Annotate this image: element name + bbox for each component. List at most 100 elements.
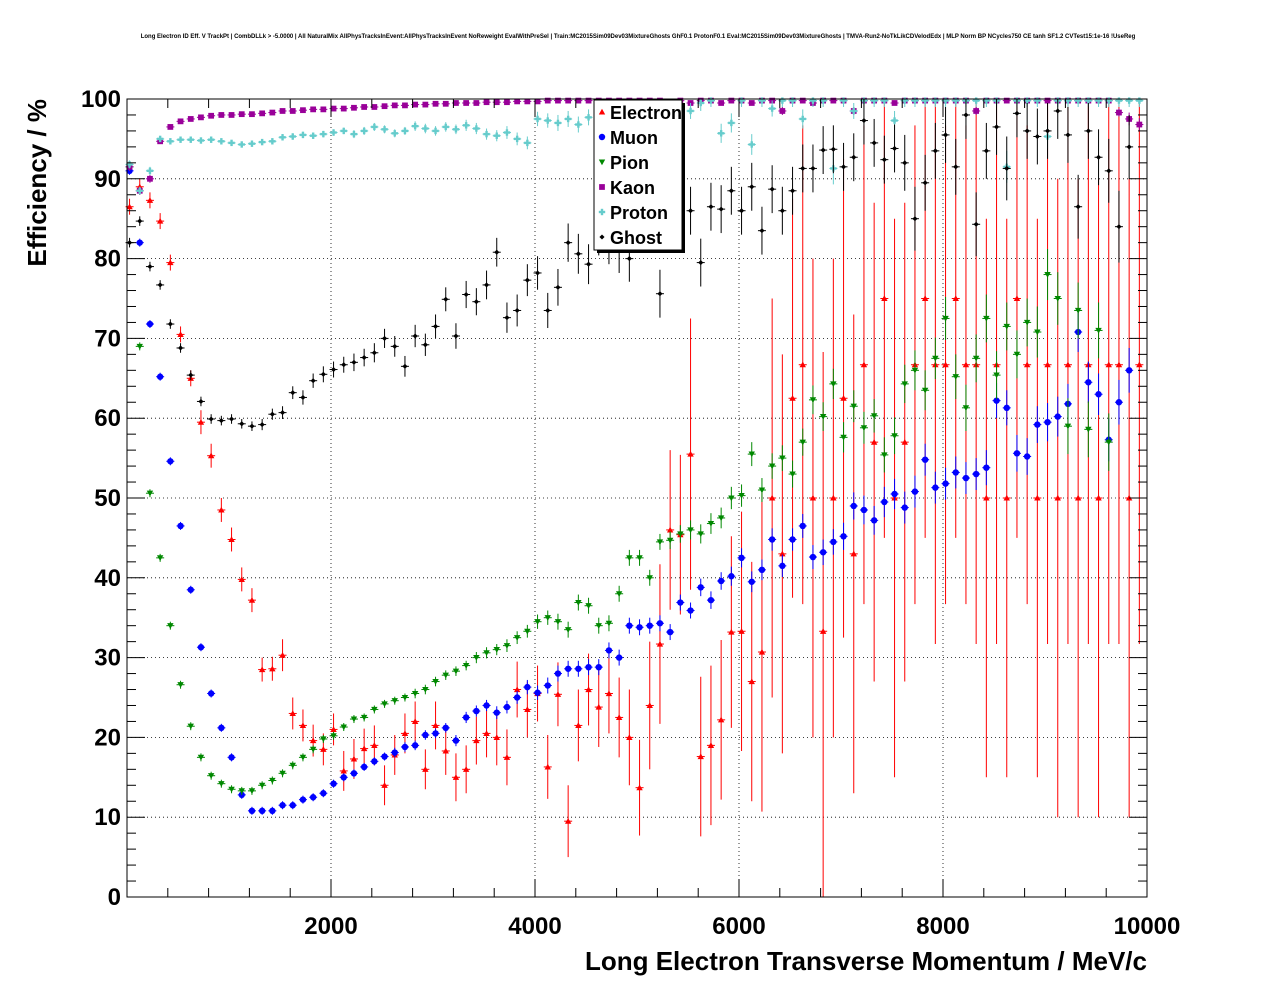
marker — [146, 320, 154, 328]
data-point — [992, 351, 1001, 400]
data-point — [431, 126, 440, 136]
data-point — [747, 561, 756, 802]
marker — [493, 709, 500, 716]
marker — [799, 361, 806, 368]
marker — [709, 97, 713, 104]
marker — [208, 112, 215, 119]
data-point — [890, 417, 899, 455]
marker — [352, 130, 356, 138]
data-point — [900, 134, 909, 191]
marker — [687, 607, 694, 614]
marker — [860, 425, 868, 431]
marker — [475, 125, 478, 132]
marker — [1085, 426, 1092, 433]
data-point — [574, 594, 583, 611]
marker — [707, 596, 715, 604]
marker — [1025, 97, 1029, 104]
data-point — [890, 124, 899, 173]
marker — [412, 101, 419, 108]
marker — [289, 802, 296, 809]
chart-title: Long Electron ID Eff. V TrackPt | CombDL… — [140, 34, 1136, 40]
data-point — [513, 132, 522, 146]
marker — [230, 139, 233, 147]
data-point — [931, 97, 940, 107]
data-point — [553, 613, 562, 630]
marker — [189, 136, 192, 143]
data-point — [1012, 434, 1021, 472]
data-point — [921, 370, 930, 411]
marker — [1003, 404, 1010, 412]
y-tick-label: 10 — [94, 804, 121, 831]
data-point — [1012, 330, 1021, 379]
data-point — [839, 97, 848, 107]
marker — [646, 702, 653, 709]
data-point — [1125, 97, 1134, 107]
marker — [158, 135, 162, 143]
marker — [1116, 109, 1122, 116]
data-point — [309, 793, 318, 802]
data-point — [298, 131, 307, 139]
marker — [1106, 168, 1112, 174]
marker — [1055, 108, 1061, 114]
y-tick-label: 80 — [94, 246, 121, 273]
marker — [800, 165, 806, 171]
data-point — [329, 731, 338, 740]
marker — [738, 208, 745, 214]
data-point — [727, 166, 736, 215]
data-point — [319, 735, 328, 743]
marker — [728, 97, 735, 104]
marker — [1003, 494, 1010, 501]
marker — [309, 794, 317, 801]
marker — [626, 622, 633, 629]
data-point — [747, 442, 756, 467]
data-point — [839, 522, 848, 550]
marker — [575, 251, 581, 257]
marker — [207, 773, 215, 779]
data-point — [717, 572, 726, 590]
marker — [954, 97, 957, 104]
marker — [769, 186, 775, 192]
data-point — [441, 727, 450, 775]
marker — [432, 100, 439, 107]
marker — [566, 115, 570, 123]
data-point — [951, 97, 960, 107]
marker — [781, 97, 784, 104]
marker — [240, 141, 243, 148]
data-point — [390, 129, 399, 138]
legend-item-ghost: Ghost — [599, 228, 662, 248]
data-point — [1043, 97, 1052, 104]
data-point — [390, 102, 399, 109]
marker — [697, 753, 704, 760]
marker — [137, 218, 143, 224]
marker — [442, 747, 449, 754]
marker — [320, 106, 327, 113]
marker — [789, 395, 796, 401]
x-tick-label: 10000 — [1114, 913, 1181, 940]
marker — [677, 531, 684, 538]
data-point — [186, 370, 195, 380]
marker — [791, 97, 794, 104]
marker — [391, 749, 398, 756]
marker — [350, 716, 358, 723]
marker — [749, 184, 755, 190]
data-point — [533, 685, 542, 700]
data-point — [829, 258, 838, 738]
data-point — [441, 670, 450, 680]
marker — [360, 745, 368, 752]
data-point — [502, 639, 511, 653]
marker — [177, 682, 184, 688]
data-point — [645, 569, 654, 586]
marker — [1054, 494, 1061, 501]
data-point — [951, 456, 960, 489]
marker — [332, 129, 335, 136]
marker — [299, 722, 307, 728]
marker — [156, 373, 164, 380]
data-point — [1094, 129, 1103, 186]
marker — [1126, 144, 1132, 150]
marker — [953, 164, 959, 170]
marker — [1034, 494, 1041, 501]
marker — [830, 538, 837, 546]
marker — [179, 136, 182, 143]
data-point — [768, 453, 777, 479]
data-point — [278, 769, 287, 778]
